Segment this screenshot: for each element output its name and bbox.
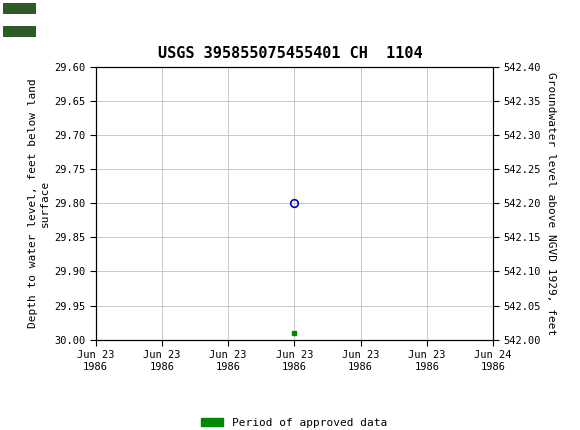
Bar xyxy=(3,3,36,37)
Y-axis label: Depth to water level, feet below land
surface: Depth to water level, feet below land su… xyxy=(28,78,50,328)
Bar xyxy=(3,14,36,26)
Text: USGS: USGS xyxy=(38,12,85,28)
Bar xyxy=(3,3,70,37)
Legend: Period of approved data: Period of approved data xyxy=(197,414,392,430)
Y-axis label: Groundwater level above NGVD 1929, feet: Groundwater level above NGVD 1929, feet xyxy=(546,71,556,335)
Bar xyxy=(3,3,36,14)
Text: USGS 395855075455401 CH  1104: USGS 395855075455401 CH 1104 xyxy=(158,46,422,61)
Bar xyxy=(3,26,36,37)
